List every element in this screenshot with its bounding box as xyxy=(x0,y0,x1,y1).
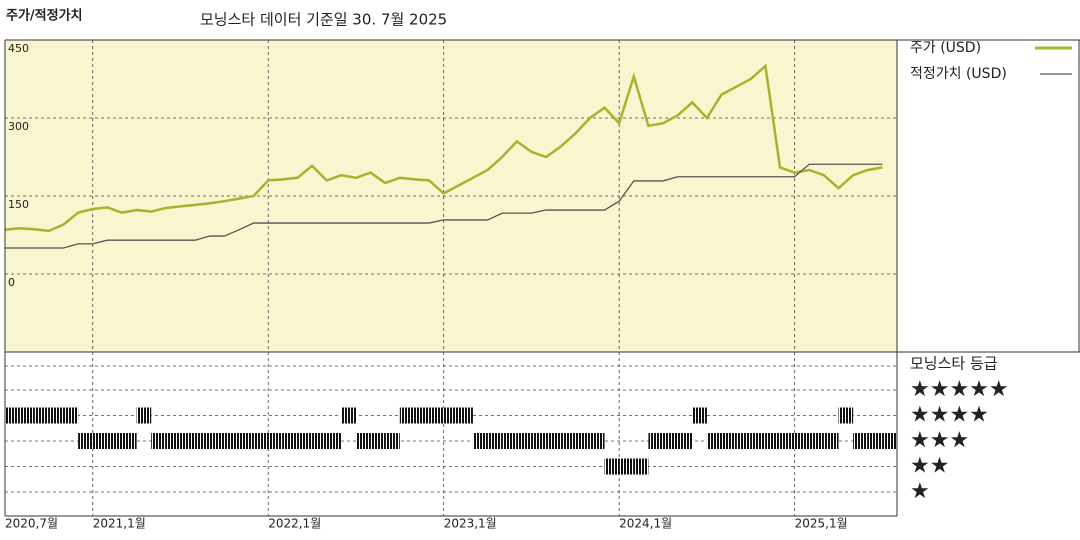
rating-bar xyxy=(546,433,561,449)
rating-bar xyxy=(297,433,313,449)
rating-bar xyxy=(399,407,415,424)
rating-bar xyxy=(677,433,693,449)
rating-bar xyxy=(765,433,781,449)
rating-bar xyxy=(604,458,620,475)
y-tick-label: 450 xyxy=(8,42,29,55)
rating-bar xyxy=(443,407,459,424)
rating-bar xyxy=(736,433,751,449)
x-tick-label: 2022,1월 xyxy=(268,517,321,531)
rating-bar xyxy=(560,433,576,449)
x-tick-label: 2021,1월 xyxy=(93,517,146,531)
rating-bar xyxy=(326,433,342,449)
chart-title: 주가/적정가치 xyxy=(6,8,83,24)
rating-bar xyxy=(780,433,795,449)
rating-label: ★★ xyxy=(910,454,949,479)
y-tick-label: 300 xyxy=(8,120,29,133)
rating-bar xyxy=(619,458,634,475)
rating-bar xyxy=(151,433,166,449)
rating-bar xyxy=(78,433,93,449)
rating-label: ★★★ xyxy=(910,428,969,453)
rating-bar xyxy=(341,407,356,424)
rating-bar xyxy=(34,407,49,424)
rating-bar xyxy=(238,433,254,449)
rating-bar xyxy=(209,433,225,449)
rating-bar xyxy=(195,433,210,449)
rating-bar xyxy=(312,433,327,449)
y-tick-label: 0 xyxy=(8,276,15,289)
y-tick-label: 150 xyxy=(8,198,29,211)
rating-bar xyxy=(253,433,269,449)
rating-bar xyxy=(370,433,386,449)
x-tick-label: 2020,7월 xyxy=(5,517,58,531)
legend-label: 적정가치 (USD) xyxy=(910,66,1007,82)
x-tick-label: 2025,1월 xyxy=(795,517,848,531)
rating-bar xyxy=(794,433,810,449)
rating-bar xyxy=(721,433,737,449)
rating-bar xyxy=(750,433,766,449)
rating-bar xyxy=(63,407,79,424)
rating-bar xyxy=(5,407,20,424)
rating-bar xyxy=(458,407,473,424)
rating-bar xyxy=(823,433,839,449)
legend-label: 주가 (USD) xyxy=(910,40,981,56)
rating-label: ★★★★★ xyxy=(910,377,1009,402)
series-line xyxy=(4,63,883,233)
rating-bar xyxy=(414,407,430,424)
rating-bar xyxy=(385,433,400,449)
x-tick-label: 2023,1월 xyxy=(444,517,497,531)
rating-bar xyxy=(487,433,503,449)
rating-title: 모닝스타 등급 xyxy=(910,355,998,373)
rating-bar xyxy=(589,433,605,449)
rating-bar xyxy=(107,433,122,449)
rating-bar xyxy=(180,433,196,449)
rating-label: ★ xyxy=(910,479,930,504)
rating-bar xyxy=(853,433,868,449)
rating-bar xyxy=(867,433,883,449)
rating-bar xyxy=(48,407,64,424)
rating-bar xyxy=(282,433,298,449)
rating-label: ★★★★ xyxy=(910,403,989,428)
rating-bar xyxy=(648,433,664,449)
rating-bar xyxy=(838,407,854,424)
series-line xyxy=(5,163,883,249)
x-tick-label: 2024,1월 xyxy=(619,517,672,531)
rating-bar xyxy=(92,433,108,449)
rating-bar xyxy=(502,433,517,449)
rating-bar xyxy=(882,433,897,449)
rating-bar xyxy=(516,433,532,449)
rating-bar xyxy=(633,458,649,475)
rating-bar xyxy=(472,433,488,449)
rating-bar xyxy=(531,433,547,449)
rating-bar xyxy=(809,433,824,449)
rating-bar xyxy=(165,433,181,449)
rating-bar xyxy=(121,433,137,449)
rating-bar xyxy=(706,433,722,449)
chart-subtitle: 모닝스타 데이터 기준일 30. 7월 2025 xyxy=(200,11,447,29)
rating-bar xyxy=(355,433,371,449)
rating-bar xyxy=(268,433,283,449)
rating-bar xyxy=(429,407,444,424)
rating-bar xyxy=(19,407,35,424)
rating-bar xyxy=(663,433,678,449)
rating-bar xyxy=(575,433,590,449)
rating-bar xyxy=(692,407,707,424)
rating-bar xyxy=(224,433,239,449)
rating-bar xyxy=(136,407,152,424)
